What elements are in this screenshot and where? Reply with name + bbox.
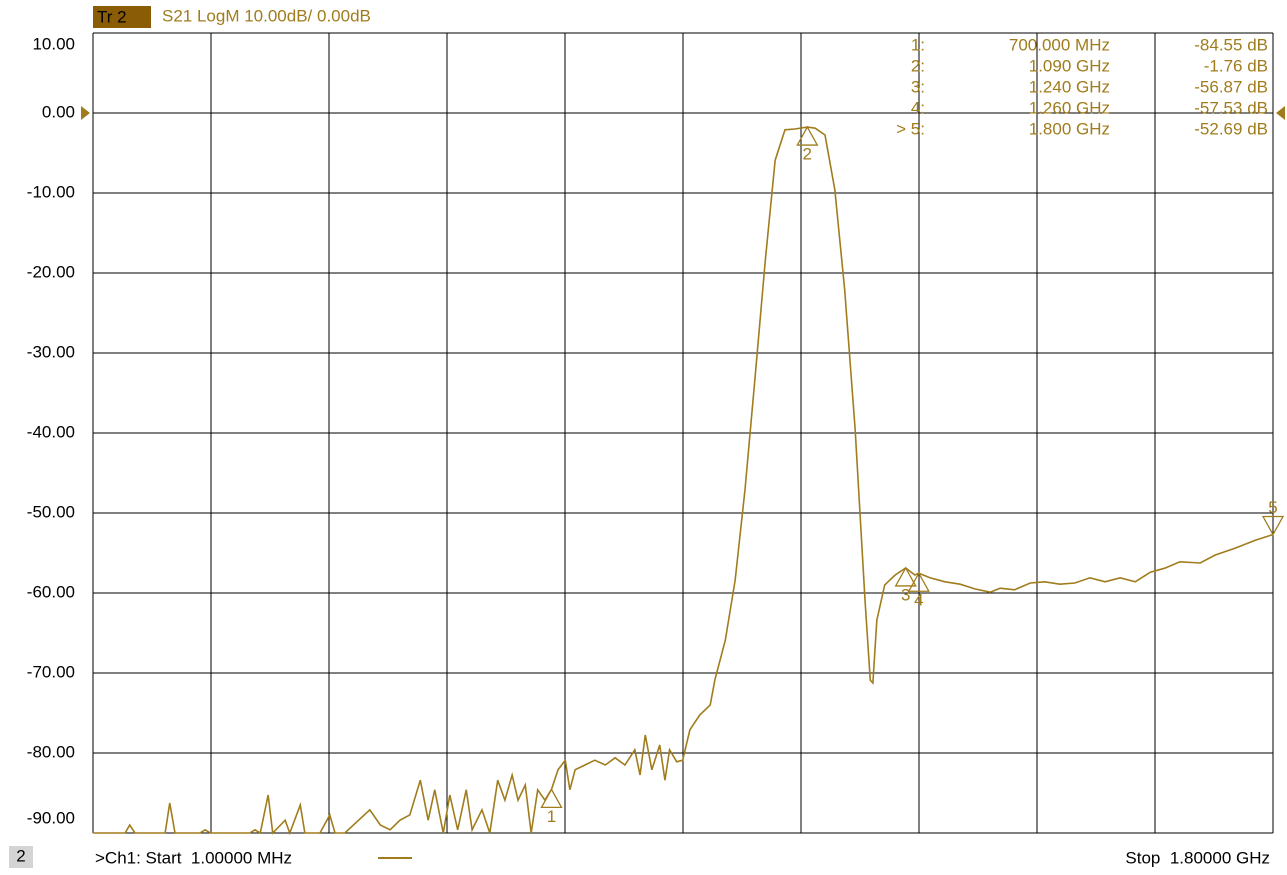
- y-tick-label: -50.00: [27, 502, 75, 521]
- y-tick-label: -20.00: [27, 262, 75, 281]
- marker-value: -52.69 dB: [1194, 119, 1268, 138]
- marker-frequency: 1.240 GHz: [1029, 77, 1110, 96]
- marker-row-label: > 5:: [896, 119, 925, 138]
- marker-value: -57.53 dB: [1194, 98, 1268, 117]
- marker-row-label: 4:: [911, 98, 925, 117]
- trace: [93, 126, 1274, 836]
- y-tick-label: -40.00: [27, 422, 75, 441]
- marker-frequency: 1.260 GHz: [1029, 98, 1110, 117]
- marker-row-label: 2:: [911, 56, 925, 75]
- marker: [894, 566, 917, 587]
- trace-title: S21 LogM 10.00dB/ 0.00dB: [162, 6, 371, 25]
- y-tick-label: -80.00: [27, 742, 75, 761]
- reference-arrow: [1276, 106, 1285, 120]
- marker-frequency: 1.800 GHz: [1029, 119, 1110, 138]
- y-tick-label: 10.00: [32, 34, 75, 53]
- marker-number: 1: [547, 807, 556, 826]
- marker-row-label: 1:: [911, 35, 925, 54]
- marker: [1261, 515, 1285, 536]
- channel-badge: 2: [16, 846, 25, 865]
- y-tick-label: -10.00: [27, 182, 75, 201]
- y-tick-label: -90.00: [27, 808, 75, 827]
- marker-number: 5: [1268, 498, 1277, 517]
- marker-frequency: 1.090 GHz: [1029, 56, 1110, 75]
- marker-number: 4: [914, 591, 923, 610]
- stop-label: Stop 1.80000 GHz: [1125, 848, 1270, 867]
- channel-badge-bg: [9, 846, 33, 868]
- marker-value: -1.76 dB: [1204, 56, 1268, 75]
- marker-frequency: 700.000 MHz: [1009, 35, 1110, 54]
- marker: [796, 125, 819, 146]
- y-tick-label: -60.00: [27, 582, 75, 601]
- y-tick-label: -70.00: [27, 662, 75, 681]
- marker: [907, 571, 930, 592]
- start-label: >Ch1: Start 1.00000 MHz: [95, 848, 292, 867]
- marker-value: -84.55 dB: [1194, 35, 1268, 54]
- marker-number: 3: [901, 585, 910, 604]
- trace-badge: Tr 2: [97, 7, 127, 26]
- marker-row-label: 3:: [911, 77, 925, 96]
- marker-number: 2: [803, 145, 812, 164]
- y-tick-label: 0.00: [42, 102, 75, 121]
- marker-value: -56.87 dB: [1194, 77, 1268, 96]
- trace-badge-bg: [93, 6, 151, 28]
- reference-arrow: [81, 106, 90, 120]
- marker: [540, 788, 563, 809]
- y-tick-label: -30.00: [27, 342, 75, 361]
